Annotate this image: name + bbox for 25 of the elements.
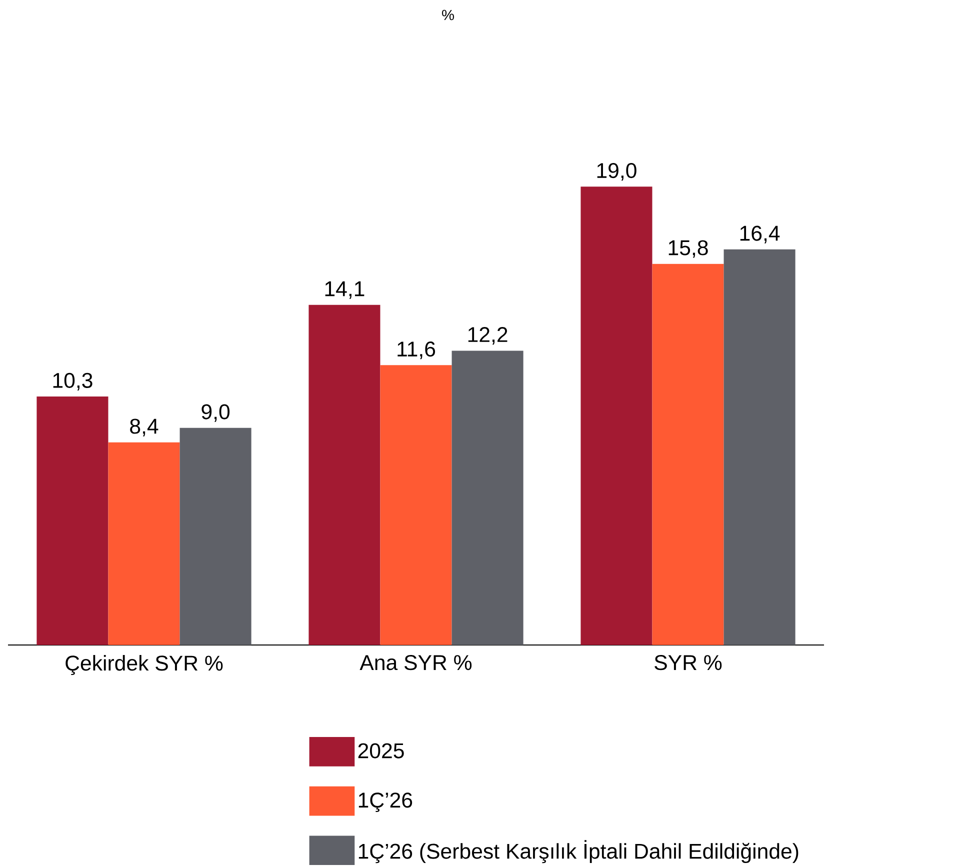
legend-label: 2025 [358,743,404,758]
data-label: 14,1 [325,281,364,299]
data-label: 8,4 [130,418,158,436]
bar [308,304,380,645]
bar [652,264,724,645]
bar [580,186,652,645]
legend-label: 1Ç’26 (Serbest Karşılık İptali Dahil Edildiğinde) [358,840,798,864]
data-label: 10,3 [53,372,92,390]
data-label: 16,4 [740,226,780,244]
data-label: 12,2 [468,327,508,345]
bar [108,442,180,645]
x-tick-label: SYR % [654,655,722,670]
data-label: 19,0 [597,163,636,181]
bar [36,396,108,645]
bar [380,365,452,645]
chart-title: % [442,10,454,20]
x-tick-label: Çekirdek SYR % [66,655,223,676]
bar [452,350,524,645]
data-label: 15,8 [668,240,708,258]
x-tick-label: Ana SYR % [360,655,472,670]
data-label: 11,6 [398,342,436,360]
legend-label: 1Ç’26 [358,792,412,812]
bar [724,249,796,645]
bar [180,428,252,645]
data-label: 9,0 [202,404,230,422]
